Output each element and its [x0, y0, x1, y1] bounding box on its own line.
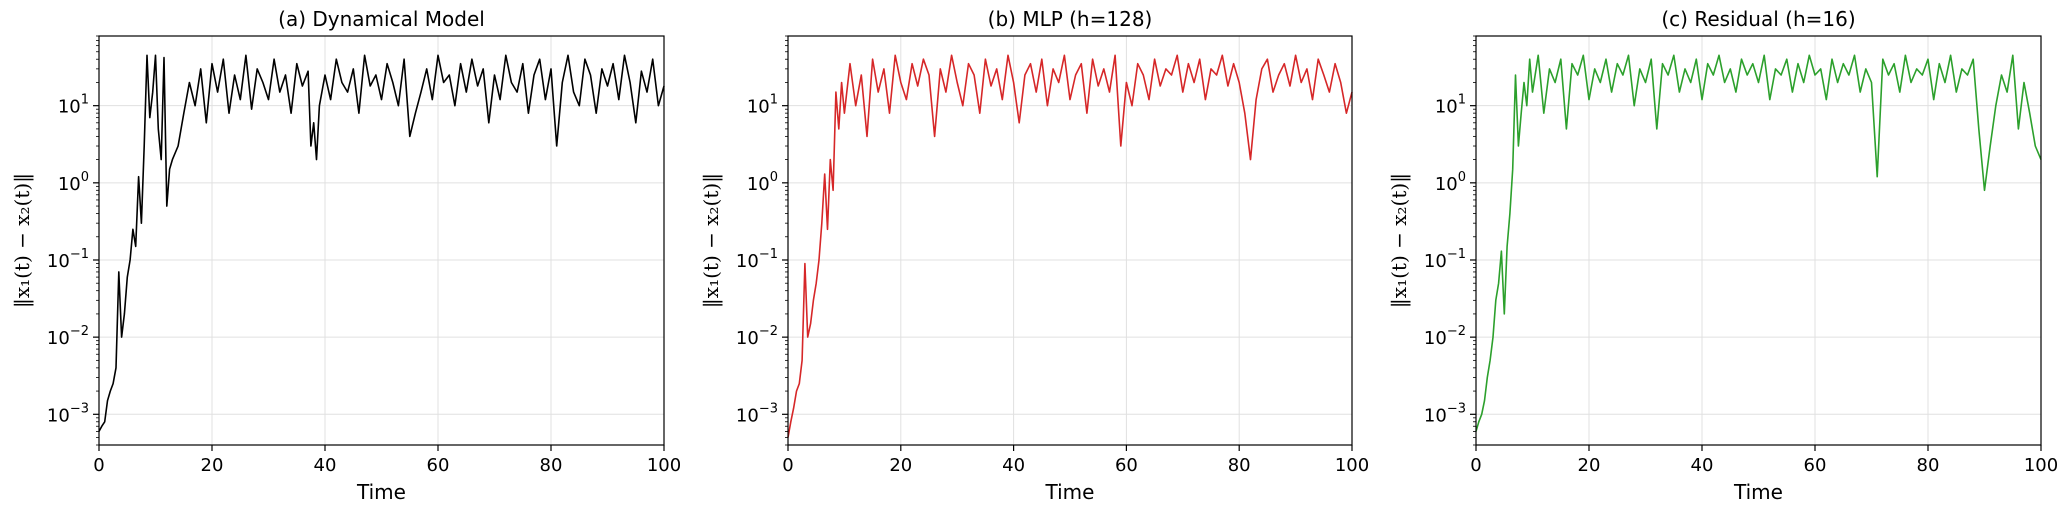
- y-tick-label: 101: [58, 93, 89, 118]
- y-tick-label: 10−2: [1424, 324, 1466, 349]
- x-tick-label: 100: [1335, 455, 1369, 476]
- chart-title: (c) Residual (h=16): [1661, 7, 1855, 31]
- axes-frame: [787, 35, 1353, 446]
- y-tick-label: 10−3: [1424, 401, 1466, 426]
- x-tick-label: 60: [1804, 455, 1827, 476]
- axes-frame: [98, 35, 665, 446]
- y-axis-label: ‖x₁(t) − x₂(t)‖: [1387, 173, 1412, 308]
- x-tick-label: 80: [1228, 455, 1251, 476]
- axes-frame: [1475, 35, 2042, 446]
- y-tick-label: 10−1: [736, 247, 778, 272]
- gridlines: [787, 36, 1353, 445]
- x-tick-label: 40: [314, 455, 337, 476]
- x-tick-label: 40: [1691, 455, 1714, 476]
- series-line: [98, 54, 665, 432]
- y-axis-label: ‖x₁(t) − x₂(t)‖: [10, 173, 35, 308]
- x-tick-label: 20: [1578, 455, 1601, 476]
- chart-title: (a) Dynamical Model: [278, 7, 485, 31]
- x-axis-label: Time: [356, 480, 406, 504]
- x-tick-label: 20: [889, 455, 912, 476]
- x-tick-label: 40: [1002, 455, 1025, 476]
- chart-title: (b) MLP (h=128): [988, 7, 1153, 31]
- y-tick-label: 10−1: [1424, 247, 1466, 272]
- chart-panel-b: 0 20 40 60 80 100 10−3 10−2 10−1 100 101 (b) MLP (h…: [699, 7, 1369, 504]
- y-tick-label: 100: [58, 170, 89, 195]
- gridlines: [1475, 36, 2042, 445]
- x-axis-label: Time: [1733, 480, 1783, 504]
- y-axis-label: ‖x₁(t) − x₂(t)‖: [699, 173, 724, 308]
- y-tick-label: 101: [1435, 93, 1466, 118]
- series-line: [787, 54, 1353, 438]
- x-tick-label: 80: [540, 455, 563, 476]
- y-tick-label: 10−1: [47, 247, 89, 272]
- series-line: [1475, 54, 2042, 432]
- y-tick-label: 100: [1435, 170, 1466, 195]
- x-tick-label: 0: [782, 455, 793, 476]
- x-tick-label: 0: [93, 455, 104, 476]
- x-tick-label: 60: [427, 455, 450, 476]
- x-tick-label: 100: [647, 455, 681, 476]
- y-tick-label: 101: [747, 93, 778, 118]
- x-tick-label: 100: [2024, 455, 2058, 476]
- y-tick-label: 10−2: [47, 324, 89, 349]
- x-tick-label: 0: [1470, 455, 1481, 476]
- chart-panel-c: 0 20 40 60 80 100 10−3 10−2 10−1 100 101 (c) Residu…: [1387, 7, 2058, 504]
- x-tick-label: 80: [1917, 455, 1940, 476]
- x-tick-label: 60: [1115, 455, 1138, 476]
- x-tick-label: 20: [201, 455, 224, 476]
- y-tick-label: 10−3: [736, 401, 778, 426]
- y-tick-label: 10−3: [47, 401, 89, 426]
- chart-panel-a: 0 20 40 60 80 100 10−3 10−2 10−1 100 101 (a) Dynami…: [10, 7, 681, 504]
- y-tick-label: 100: [747, 170, 778, 195]
- x-axis-label: Time: [1045, 480, 1095, 504]
- y-tick-label: 10−2: [736, 324, 778, 349]
